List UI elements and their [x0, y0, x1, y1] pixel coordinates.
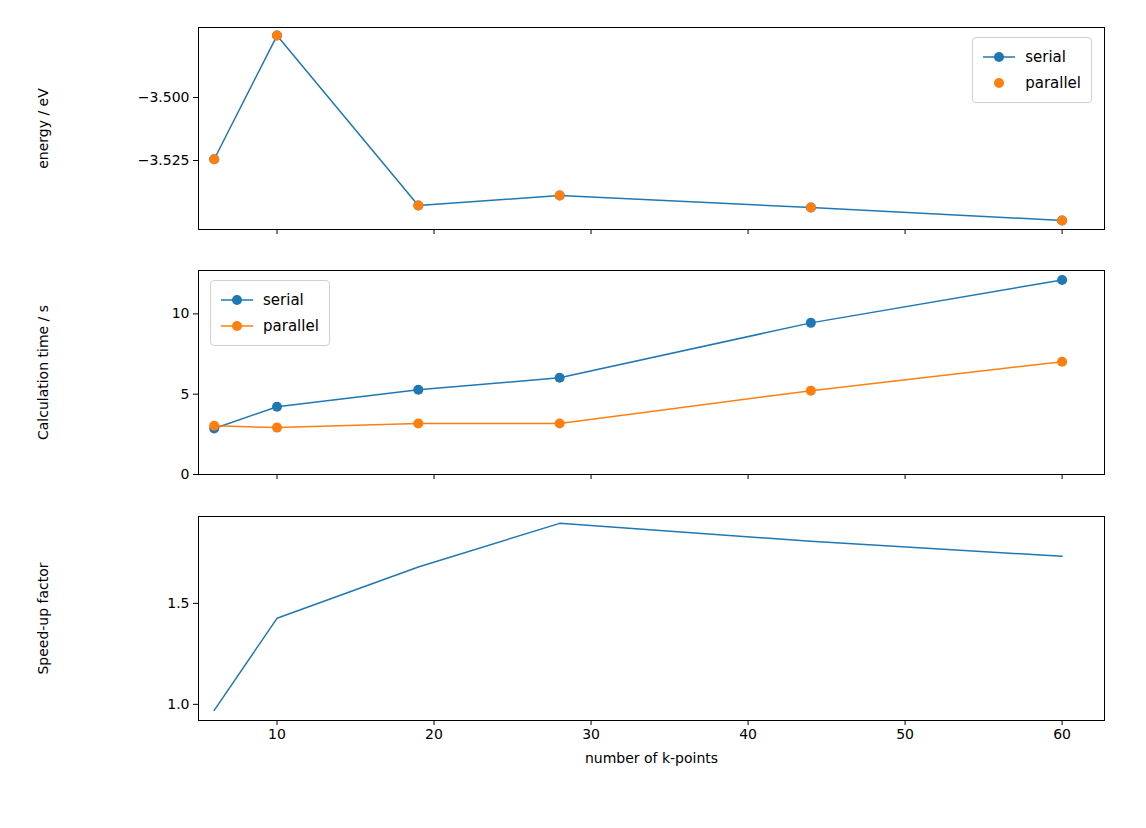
html-text:parallel: parallel	[1025, 74, 1081, 92]
svg-text:−3.500: −3.500	[138, 89, 190, 105]
svg-text:20: 20	[425, 726, 443, 742]
svg-text:Calculation time / s: Calculation time / s	[35, 305, 51, 440]
svg-text:10: 10	[172, 305, 190, 321]
svg-text:−3.525: −3.525	[138, 152, 190, 168]
svg-text:30: 30	[582, 726, 600, 742]
html-text:serial: serial	[1025, 48, 1066, 66]
html-text:parallel: parallel	[263, 317, 319, 335]
svg-text:5: 5	[181, 386, 190, 402]
svg-text:60: 60	[1053, 726, 1071, 742]
svg-text:0: 0	[181, 466, 190, 482]
svg-text:50: 50	[896, 726, 914, 742]
svg-text:number of k-points: number of k-points	[585, 750, 718, 766]
svg-text:1.5: 1.5	[167, 595, 189, 611]
html-text:serial: serial	[263, 291, 304, 309]
svg-text:energy / eV: energy / eV	[35, 88, 51, 169]
svg-text:1.0: 1.0	[167, 696, 189, 712]
svg-text:Speed-up factor: Speed-up factor	[35, 562, 51, 674]
svg-text:10: 10	[268, 726, 286, 742]
svg-text:40: 40	[739, 726, 757, 742]
